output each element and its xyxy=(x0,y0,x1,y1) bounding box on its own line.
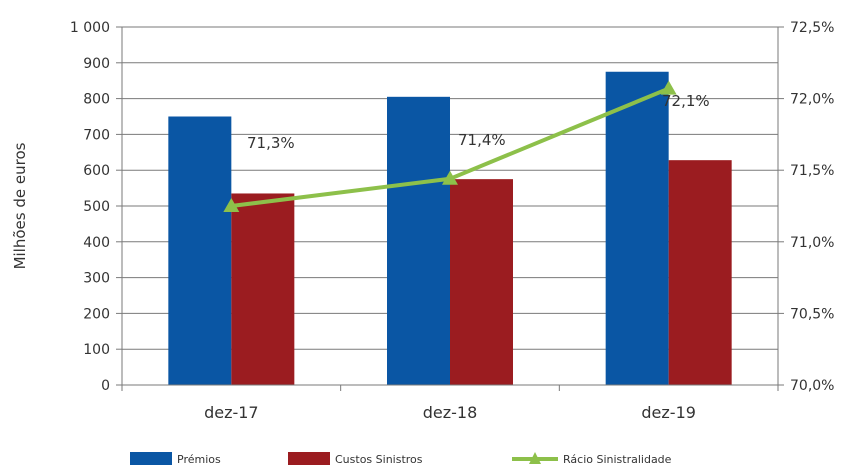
legend-label-racio: Rácio Sinistralidade xyxy=(563,453,672,466)
y2-tick-label: 72,0% xyxy=(790,92,834,108)
y-tick-label: 400 xyxy=(83,235,110,251)
ratio-marker xyxy=(660,80,677,95)
y-tick-label: 200 xyxy=(83,306,110,322)
x-tick-label: dez-17 xyxy=(204,403,259,422)
legend-label-custos-sinistros: Custos Sinistros xyxy=(335,453,423,466)
bar-custos-sinistros xyxy=(450,179,513,385)
labels: 71,3% 71,4% 72,1% xyxy=(247,92,710,152)
y-axis-title: Milhões de euros xyxy=(11,142,29,269)
y2-tick-label: 72,5% xyxy=(790,20,834,36)
y-tick-label: 1 000 xyxy=(70,20,110,36)
axes: 0 100 200 300 400 500 600 700 800 900 1 000 70,0% 70… xyxy=(11,20,834,422)
y-tick-label: 800 xyxy=(83,92,110,108)
ratio-marker xyxy=(442,170,458,185)
legend: Prémios Custos Sinistros Rácio Sinistralid… xyxy=(130,452,672,466)
x-tick-label: dez-18 xyxy=(423,403,478,422)
y-tick-label: 900 xyxy=(83,56,110,72)
ratio-data-label: 71,3% xyxy=(247,134,295,152)
y-tick-label: 500 xyxy=(83,199,110,215)
y-tick-label: 0 xyxy=(101,378,110,394)
x-tick-label: dez-19 xyxy=(641,403,696,422)
bar-premios xyxy=(387,96,450,385)
y2-tick-label: 71,0% xyxy=(790,235,834,251)
legend-swatch-premios xyxy=(130,452,172,465)
y2-tick-label: 71,5% xyxy=(790,163,834,179)
legend-swatch-custos-sinistros xyxy=(288,452,330,465)
ratio-data-label: 71,4% xyxy=(458,131,506,149)
y-tick-label: 300 xyxy=(83,271,110,287)
bar-premios xyxy=(168,116,232,385)
ratio-line xyxy=(223,80,677,212)
ratio-data-label: 72,1% xyxy=(662,92,710,110)
y-tick-label: 700 xyxy=(83,127,110,143)
bar-custos-sinistros xyxy=(231,193,295,385)
ratio-marker xyxy=(223,198,240,212)
y-tick-label: 100 xyxy=(83,342,110,358)
bars xyxy=(168,71,732,385)
bar-custos-sinistros xyxy=(668,160,732,385)
legend-swatch-racio-marker xyxy=(529,452,541,464)
legend-label-premios: Prémios xyxy=(177,453,221,466)
y2-tick-label: 70,0% xyxy=(790,378,834,394)
bar-premios xyxy=(605,71,669,385)
y2-tick-label: 70,5% xyxy=(790,306,834,322)
y-tick-label: 600 xyxy=(83,163,110,179)
